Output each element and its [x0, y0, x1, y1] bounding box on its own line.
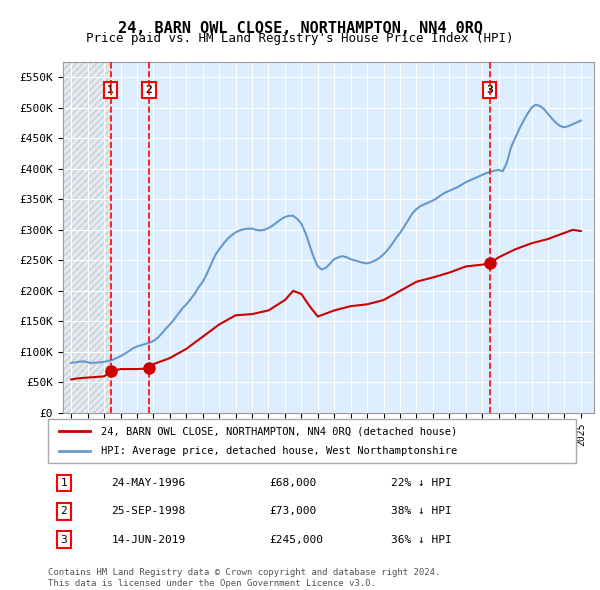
Text: 1: 1: [61, 478, 67, 488]
Text: 36% ↓ HPI: 36% ↓ HPI: [391, 535, 452, 545]
Text: 14-JUN-2019: 14-JUN-2019: [112, 535, 185, 545]
Text: 3: 3: [486, 85, 493, 95]
Text: 22% ↓ HPI: 22% ↓ HPI: [391, 478, 452, 488]
Text: 24, BARN OWL CLOSE, NORTHAMPTON, NN4 0RQ (detached house): 24, BARN OWL CLOSE, NORTHAMPTON, NN4 0RQ…: [101, 427, 457, 436]
Text: £68,000: £68,000: [270, 478, 317, 488]
Text: 3: 3: [61, 535, 67, 545]
Text: Contains HM Land Registry data © Crown copyright and database right 2024.: Contains HM Land Registry data © Crown c…: [48, 568, 440, 576]
Bar: [63, 62, 110, 413]
Text: HPI: Average price, detached house, West Northamptonshire: HPI: Average price, detached house, West…: [101, 446, 457, 455]
Text: £73,000: £73,000: [270, 506, 317, 516]
Text: 2: 2: [146, 85, 152, 95]
Text: 2: 2: [61, 506, 67, 516]
Text: 24-MAY-1996: 24-MAY-1996: [112, 478, 185, 488]
Text: This data is licensed under the Open Government Licence v3.0.: This data is licensed under the Open Gov…: [48, 579, 376, 588]
Text: £245,000: £245,000: [270, 535, 324, 545]
Text: Price paid vs. HM Land Registry's House Price Index (HPI): Price paid vs. HM Land Registry's House …: [86, 32, 514, 45]
Text: 25-SEP-1998: 25-SEP-1998: [112, 506, 185, 516]
Text: 24, BARN OWL CLOSE, NORTHAMPTON, NN4 0RQ: 24, BARN OWL CLOSE, NORTHAMPTON, NN4 0RQ: [118, 21, 482, 35]
Text: 38% ↓ HPI: 38% ↓ HPI: [391, 506, 452, 516]
FancyBboxPatch shape: [48, 419, 576, 463]
Text: 1: 1: [107, 85, 114, 95]
